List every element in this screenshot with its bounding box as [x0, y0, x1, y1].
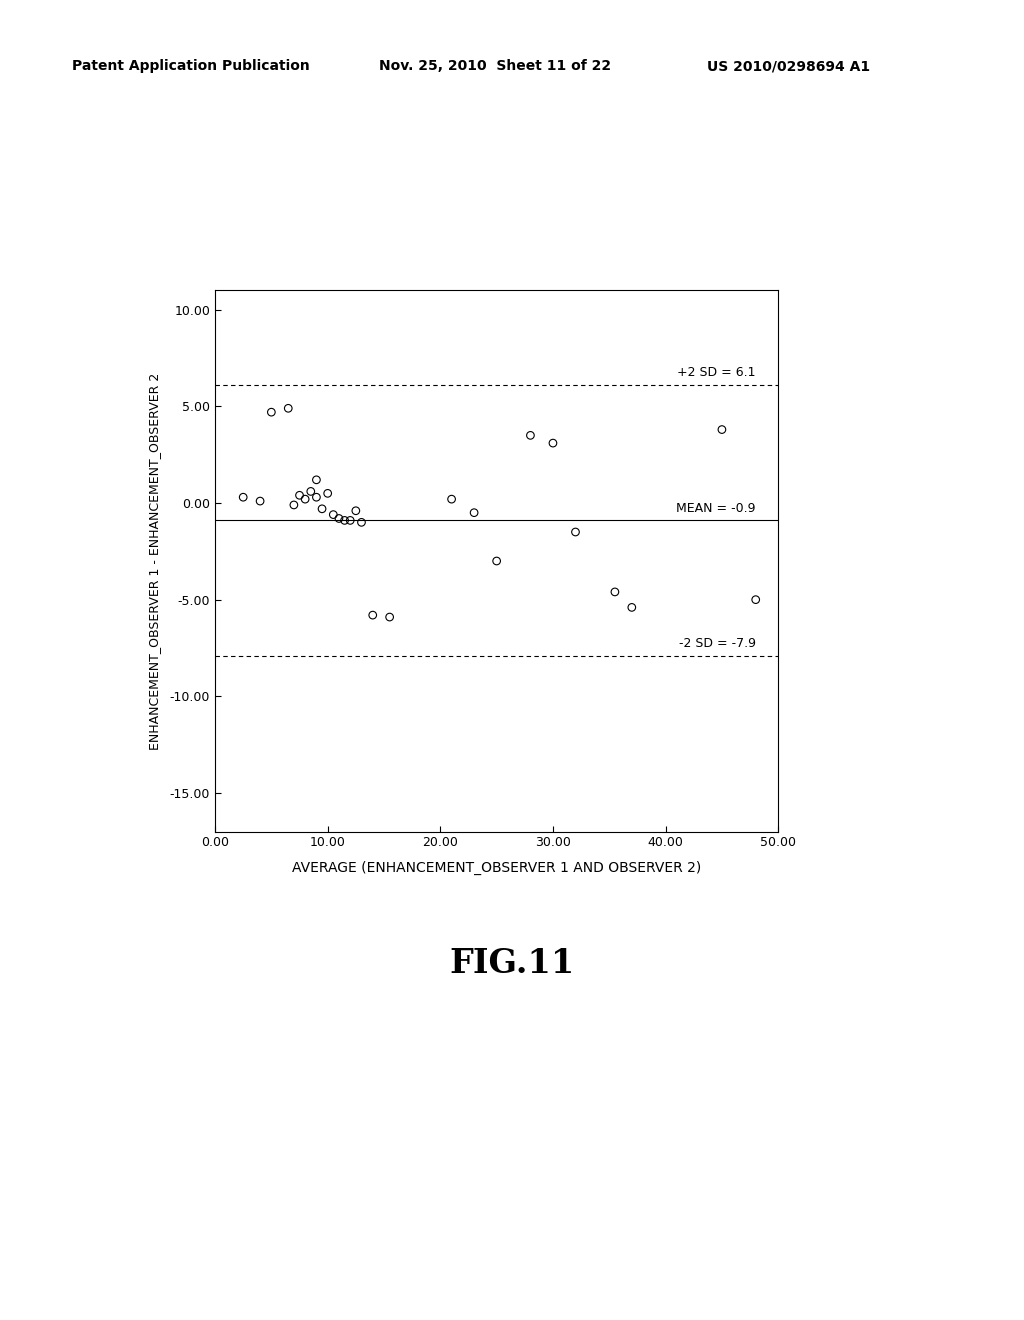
- Point: [313, 498, 330, 519]
- Point: [545, 433, 561, 454]
- Point: [326, 504, 342, 525]
- Point: [606, 581, 623, 602]
- Point: [748, 589, 764, 610]
- Text: FIG.11: FIG.11: [450, 948, 574, 979]
- Point: [286, 495, 302, 516]
- Point: [331, 508, 347, 529]
- Point: [297, 488, 313, 510]
- Point: [466, 502, 482, 523]
- Text: Patent Application Publication: Patent Application Publication: [72, 59, 309, 74]
- Point: [624, 597, 640, 618]
- Text: +2 SD = 6.1: +2 SD = 6.1: [677, 367, 756, 379]
- Point: [263, 401, 280, 422]
- Y-axis label: ENHANCEMENT_OBSERVER 1 - ENHANCEMENT_OBSERVER 2: ENHANCEMENT_OBSERVER 1 - ENHANCEMENT_OBS…: [148, 372, 162, 750]
- Point: [308, 470, 325, 491]
- Text: MEAN = -0.9: MEAN = -0.9: [676, 502, 756, 515]
- Point: [488, 550, 505, 572]
- Point: [280, 397, 297, 418]
- Point: [303, 480, 319, 502]
- Text: -2 SD = -7.9: -2 SD = -7.9: [679, 638, 756, 649]
- Point: [291, 484, 307, 506]
- Point: [567, 521, 584, 543]
- Point: [522, 425, 539, 446]
- Point: [714, 418, 730, 440]
- Point: [308, 487, 325, 508]
- Point: [319, 483, 336, 504]
- Text: US 2010/0298694 A1: US 2010/0298694 A1: [707, 59, 869, 74]
- Point: [381, 606, 397, 627]
- Point: [252, 491, 268, 512]
- Point: [443, 488, 460, 510]
- Point: [336, 510, 352, 531]
- Point: [234, 487, 252, 508]
- Point: [365, 605, 381, 626]
- Point: [348, 500, 365, 521]
- X-axis label: AVERAGE (ENHANCEMENT_OBSERVER 1 AND OBSERVER 2): AVERAGE (ENHANCEMENT_OBSERVER 1 AND OBSE…: [292, 861, 701, 875]
- Text: Nov. 25, 2010  Sheet 11 of 22: Nov. 25, 2010 Sheet 11 of 22: [379, 59, 611, 74]
- Point: [353, 512, 370, 533]
- Point: [342, 510, 358, 531]
